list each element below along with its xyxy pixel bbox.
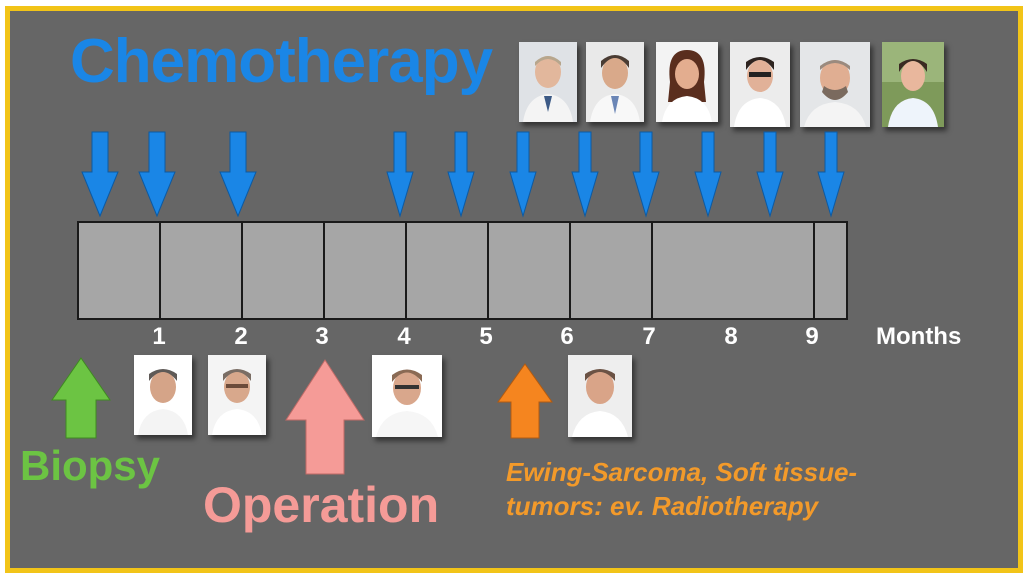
timeline-cell-8	[651, 221, 815, 320]
chemotherapy-team-photo-3	[656, 42, 718, 122]
radiotherapy-label: Ewing-Sarcoma, Soft tissue- tumors: ev. …	[506, 455, 857, 523]
chemotherapy-team-photo-5	[800, 42, 870, 127]
chemotherapy-arrow-6	[509, 131, 537, 218]
biopsy-arrow	[51, 357, 111, 439]
timeline-cell-3	[241, 221, 325, 320]
months-label: Months	[876, 323, 962, 350]
chemotherapy-arrow-3	[219, 131, 257, 218]
month-tick-2: 2	[234, 323, 248, 350]
operation-arrow	[285, 359, 365, 475]
radiotherapy-label-line-2: tumors: ev. Radiotherapy	[506, 491, 819, 521]
timeline-cell-2	[159, 221, 243, 320]
timeline-cell-1	[77, 221, 161, 320]
chemotherapy-team-photo-6	[882, 42, 944, 127]
timeline-cell-9	[813, 221, 848, 320]
radiotherapy-label-line-1: Ewing-Sarcoma, Soft tissue-	[506, 457, 858, 487]
month-tick-4: 4	[397, 323, 411, 350]
month-tick-8: 8	[724, 323, 738, 350]
chemotherapy-title: Chemotherapy	[70, 27, 493, 96]
biopsy-label: Biopsy	[20, 442, 161, 489]
chemotherapy-arrow-11	[817, 131, 845, 218]
chemotherapy-arrow-10	[756, 131, 784, 218]
radiotherapy-team-photo	[568, 355, 632, 437]
timeline-cell-6	[487, 221, 571, 320]
chemotherapy-arrow-2	[138, 131, 176, 218]
timeline-cell-5	[405, 221, 489, 320]
timeline-cell-7	[569, 221, 653, 320]
chemotherapy-team-photo-1	[519, 42, 577, 122]
surgery-team-photo-1	[134, 355, 192, 435]
radiotherapy-arrow	[497, 363, 553, 439]
month-tick-1: 1	[152, 323, 166, 350]
operation-label: Operation	[203, 477, 440, 533]
chemotherapy-arrow-8	[632, 131, 660, 218]
month-tick-7: 7	[642, 323, 656, 350]
chemotherapy-team-photo-2	[586, 42, 644, 122]
month-tick-3: 3	[315, 323, 329, 350]
chemotherapy-arrow-4	[386, 131, 414, 218]
chemotherapy-arrow-7	[571, 131, 599, 218]
chemotherapy-arrow-5	[447, 131, 475, 218]
chemotherapy-arrow-1	[81, 131, 119, 218]
chemotherapy-team-photo-4	[730, 42, 790, 127]
surgery-team-photo-3	[372, 355, 442, 437]
surgery-team-photo-2	[208, 355, 266, 435]
month-tick-5: 5	[479, 323, 493, 350]
timeline-cell-4	[323, 221, 407, 320]
chemotherapy-arrow-9	[694, 131, 722, 218]
month-tick-6: 6	[560, 323, 574, 350]
month-tick-9: 9	[805, 323, 819, 350]
